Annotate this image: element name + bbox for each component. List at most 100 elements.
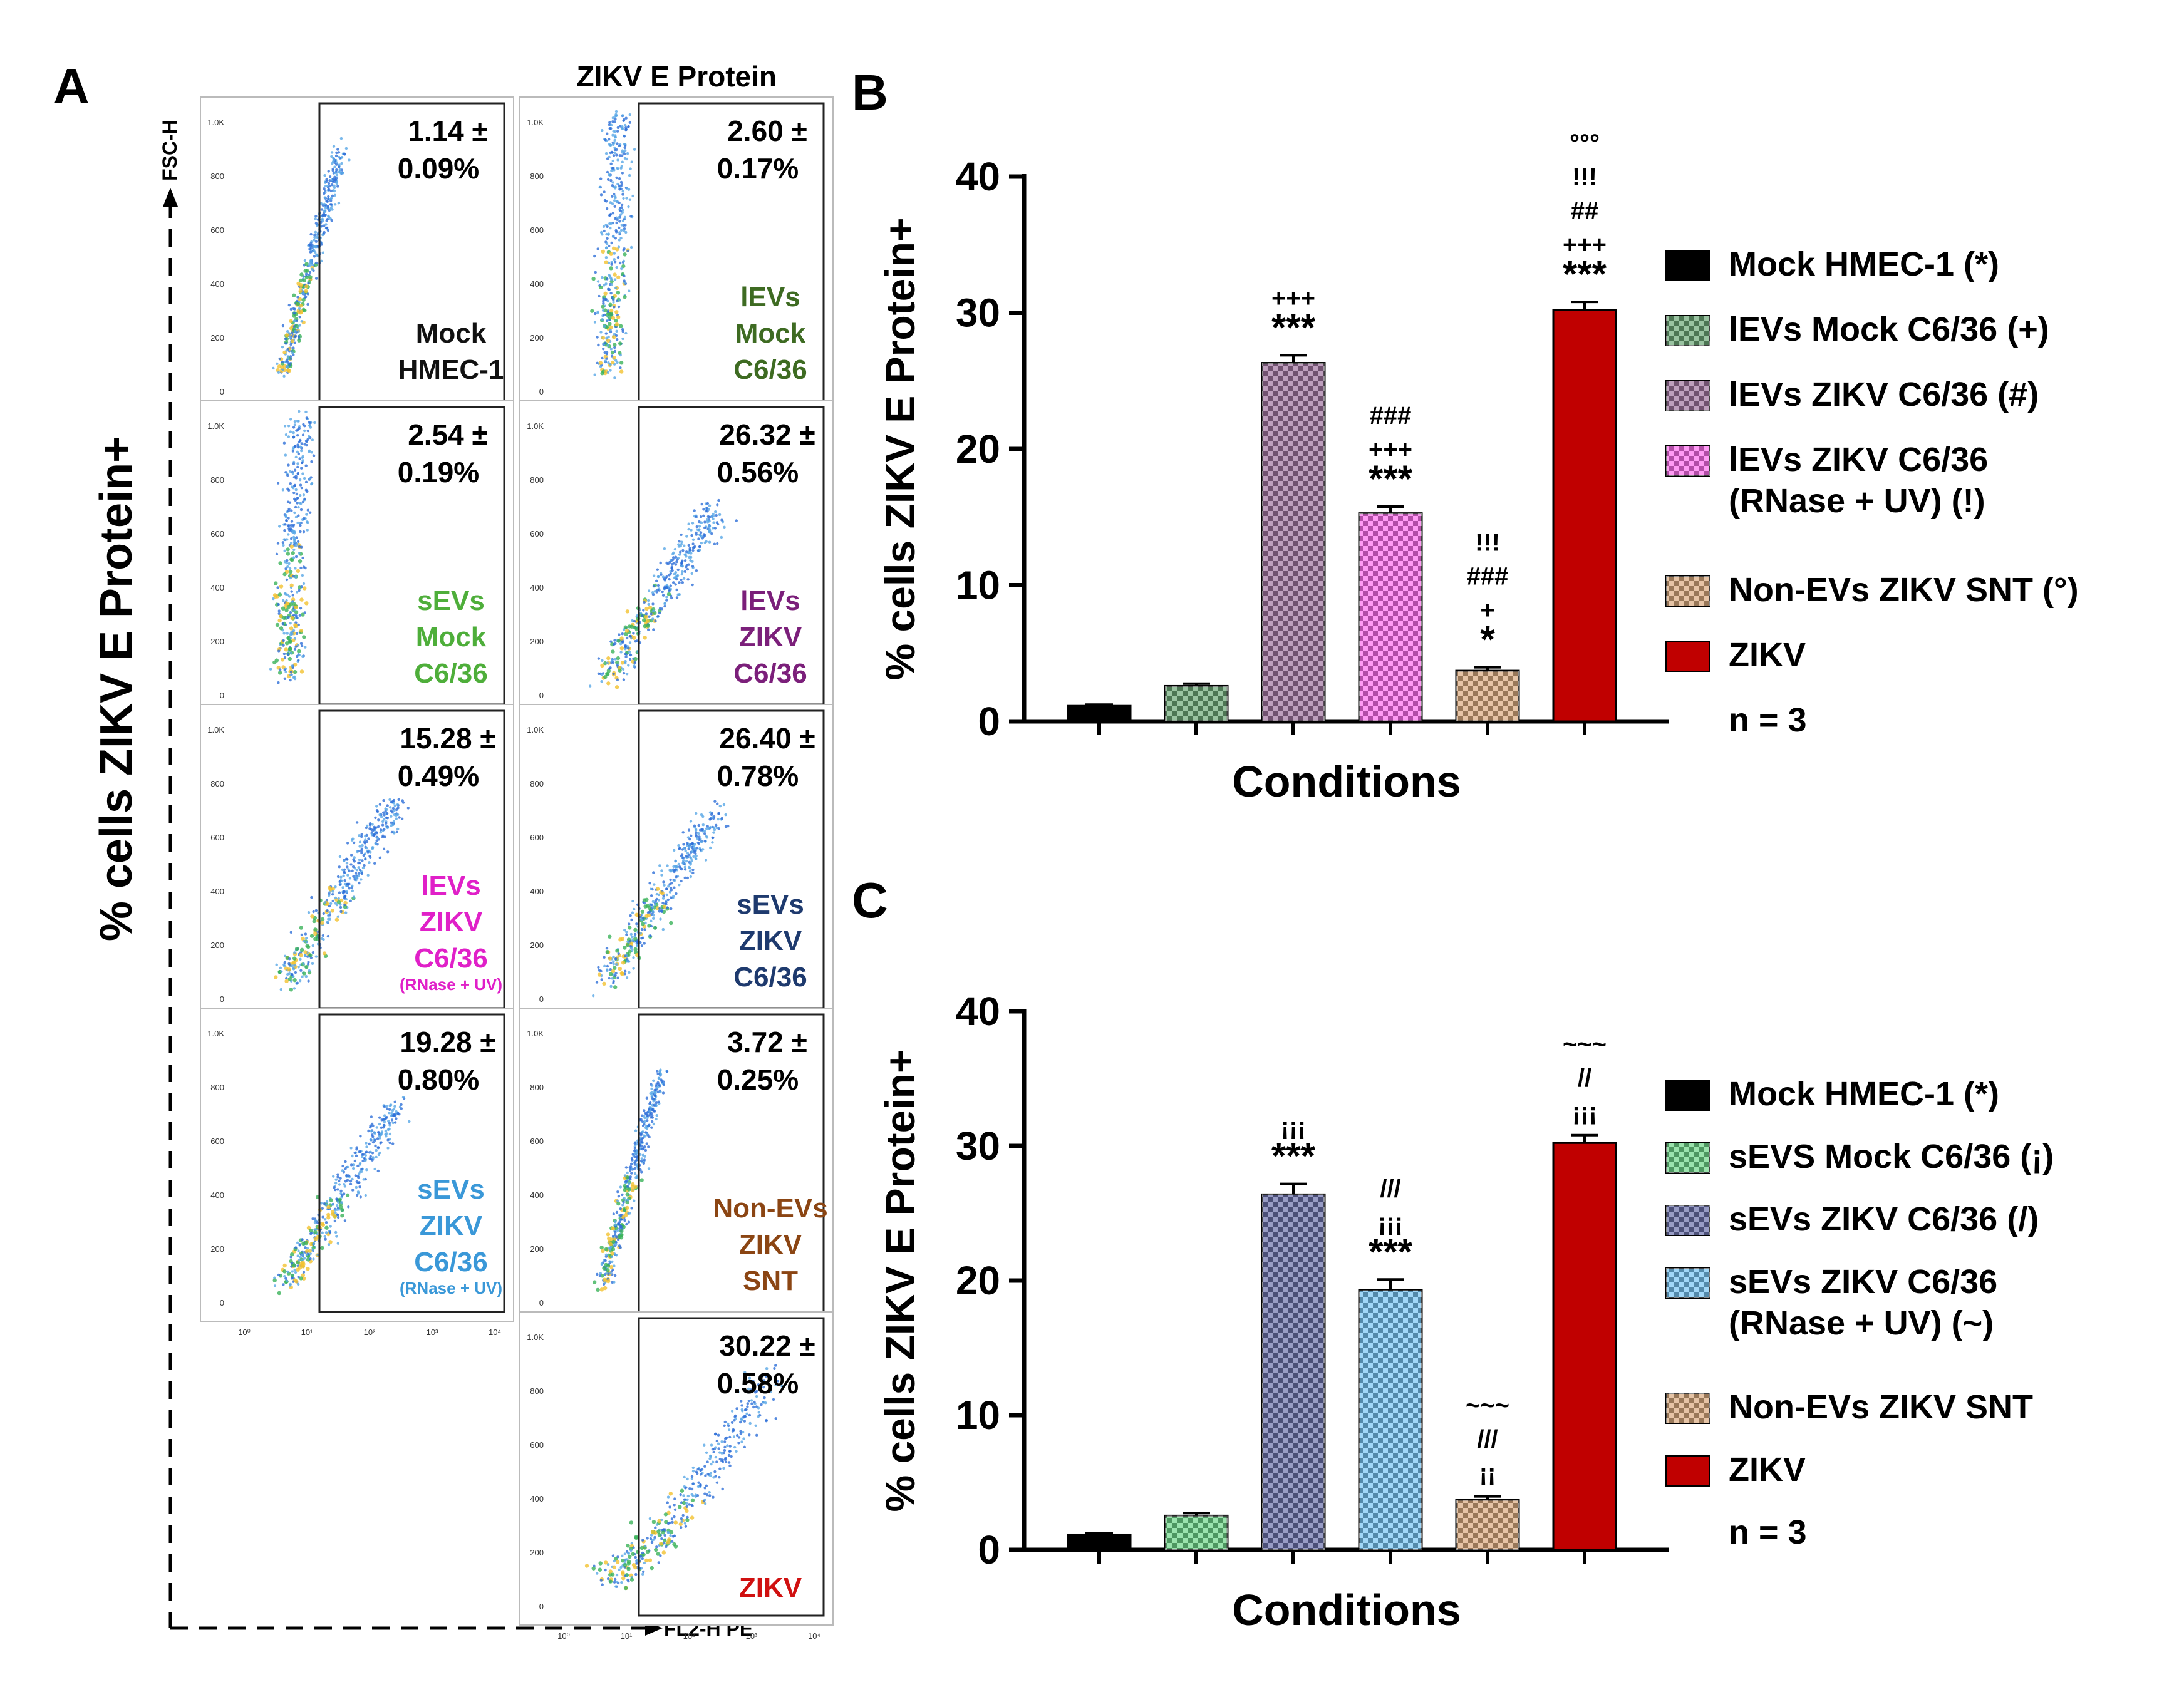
y-tick-label: 800	[530, 779, 544, 788]
scatter-dot	[761, 1375, 765, 1378]
scatter-dot	[624, 128, 628, 132]
scatter-dot	[385, 1132, 388, 1135]
scatter-dot	[286, 605, 291, 609]
scatter-dot	[619, 180, 623, 184]
condition-label: sEVs	[737, 889, 804, 920]
scatter-dot	[334, 1188, 337, 1192]
significance-mark: ¡¡¡	[1281, 1113, 1306, 1141]
scatter-dot	[299, 1276, 303, 1281]
scatter-dot	[626, 1171, 629, 1175]
scatter-dot	[296, 1254, 299, 1257]
fsc-axis-label: FSC-H	[158, 120, 181, 181]
scatter-dot	[634, 1555, 637, 1559]
scatter-dot	[642, 1162, 646, 1165]
scatter-dot	[608, 121, 611, 124]
scatter-dot	[382, 847, 386, 851]
scatter-dot	[682, 577, 686, 580]
scatter-dot	[324, 207, 328, 210]
scatter-dot	[326, 1205, 331, 1210]
scatter-dot	[723, 1440, 727, 1443]
y-tick-label: 0	[978, 1527, 1000, 1572]
scatter-dot	[704, 510, 708, 513]
y-tick-label: 200	[530, 1548, 544, 1557]
scatter-dot	[644, 897, 649, 902]
scatter-dot	[748, 1413, 752, 1417]
scatter-cloud	[593, 1068, 669, 1292]
scatter-dot	[286, 500, 290, 503]
scatter-dot	[295, 616, 298, 619]
scatter-dot	[665, 893, 669, 897]
scatter-dot	[344, 1160, 347, 1163]
scatter-dot	[736, 1433, 739, 1437]
scatter-dot	[609, 123, 613, 126]
scatter-dot	[613, 1559, 616, 1563]
scatter-dot	[608, 1569, 613, 1574]
scatter-dot	[292, 353, 295, 356]
scatter-dot	[335, 903, 339, 907]
legend-swatch	[1665, 250, 1710, 281]
scatter-dot	[737, 1390, 740, 1394]
scatter-dot	[709, 1474, 712, 1477]
scatter-dot	[296, 591, 299, 594]
scatter-dot	[613, 346, 616, 349]
legend-swatch	[1665, 1455, 1710, 1487]
scatter-dot	[788, 1384, 791, 1387]
scatter-dot	[376, 810, 380, 813]
scatter-dot	[708, 530, 711, 534]
scatter-dot	[671, 569, 674, 572]
scatter-dot	[284, 979, 289, 984]
scatter-dot	[275, 622, 280, 627]
scatter-dot	[606, 661, 609, 664]
scatter-dot	[282, 538, 286, 541]
scatter-dot	[604, 1560, 608, 1565]
scatter-dot	[360, 833, 363, 836]
scatter-dot	[290, 1262, 294, 1265]
scatter-dot	[615, 1580, 619, 1584]
scatter-dot	[633, 935, 636, 938]
scatter-dot	[328, 914, 331, 917]
scatter-dot	[276, 542, 280, 545]
significance-mark: ¡¡	[1479, 1460, 1496, 1487]
scatter-dot	[336, 900, 341, 905]
scatter-dot	[763, 1396, 766, 1400]
scatter-dot	[629, 215, 633, 218]
scatter-dot	[379, 828, 383, 832]
scatter-dot	[336, 1214, 339, 1217]
scatter-dot	[625, 197, 628, 200]
scatter-dot	[648, 1135, 651, 1138]
scatter-dot	[601, 1249, 605, 1254]
scatter-dot	[606, 1279, 611, 1284]
scatter-dot	[609, 226, 612, 230]
scatter-dot	[371, 1140, 375, 1144]
scatter-dot	[373, 1138, 377, 1142]
scatter-dot	[703, 832, 706, 835]
legend-label: sEVs ZIKV C6/36	[1729, 1263, 1997, 1301]
scatter-dot	[626, 152, 629, 155]
legend-swatch-pattern	[1666, 446, 1710, 476]
bar-pattern	[1165, 686, 1228, 721]
scatter-dot	[623, 1219, 626, 1222]
scatter-dot	[309, 934, 314, 938]
scatter-dot	[629, 1549, 633, 1552]
scatter-dot	[335, 151, 338, 155]
scatter-dot	[668, 890, 672, 894]
scatter-dot	[666, 906, 669, 909]
scatter-dot	[349, 854, 353, 857]
scatter-dot	[666, 898, 670, 902]
gate-box	[638, 1317, 825, 1617]
scatter-dot	[765, 1367, 769, 1370]
scatter-dot	[283, 425, 287, 428]
scatter-dot	[666, 1501, 669, 1504]
scatter-dot	[631, 194, 634, 198]
scatter-dot	[287, 595, 291, 598]
scatter-dot	[299, 445, 303, 448]
scatter-dot	[612, 643, 616, 646]
scatter-dot	[598, 1561, 603, 1566]
scatter-dot	[764, 1375, 768, 1378]
scatter-dot	[603, 1286, 608, 1291]
scatter-dot	[681, 862, 685, 865]
scatter-dot	[670, 882, 673, 885]
scatter-dot	[296, 296, 299, 299]
scatter-dot	[288, 567, 292, 570]
scatter-dot	[306, 1267, 310, 1271]
